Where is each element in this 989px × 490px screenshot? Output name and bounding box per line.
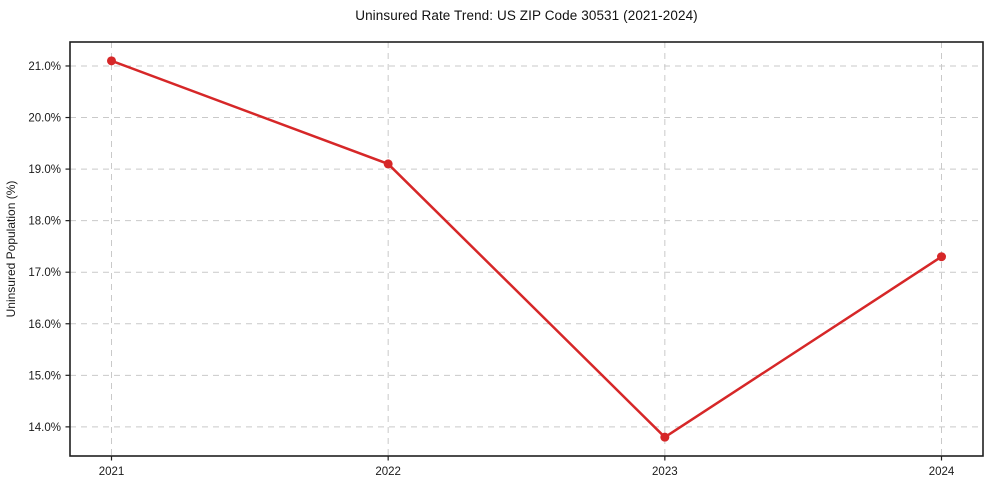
x-tick-label: 2023 xyxy=(652,466,678,478)
y-tick-label: 18.0% xyxy=(28,216,61,228)
plot-background xyxy=(70,42,983,456)
y-tick-label: 14.0% xyxy=(28,422,61,434)
plot-border xyxy=(69,41,984,457)
data-point xyxy=(660,432,670,442)
y-tick-label: 16.0% xyxy=(28,319,61,331)
x-tick-label: 2022 xyxy=(375,466,401,478)
x-tick-label: 2021 xyxy=(99,466,125,478)
data-point xyxy=(383,159,393,169)
y-tick-label: 17.0% xyxy=(28,267,61,279)
data-point xyxy=(937,252,946,262)
trend-line xyxy=(110,59,943,439)
y-tick-label: 20.0% xyxy=(28,113,61,125)
y-tick-label: 21.0% xyxy=(28,61,61,73)
y-axis-label: Uninsured Population (%) xyxy=(4,181,18,318)
chart-title: Uninsured Rate Trend: US ZIP Code 30531 … xyxy=(355,8,698,23)
data-point xyxy=(107,56,116,66)
x-tick-label: 2024 xyxy=(929,466,955,478)
y-tick-label: 19.0% xyxy=(28,164,61,176)
y-tick-label: 15.0% xyxy=(28,370,61,382)
